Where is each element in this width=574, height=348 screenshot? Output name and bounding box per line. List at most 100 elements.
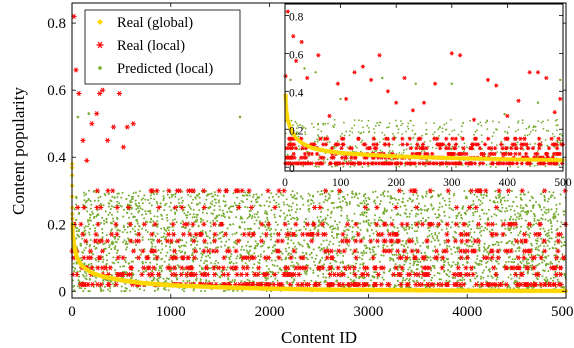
predicted-point	[484, 226, 487, 229]
predicted-point	[278, 206, 281, 208]
predicted-point	[456, 214, 459, 217]
predicted-point	[332, 236, 335, 239]
predicted-point	[105, 254, 108, 257]
predicted-point	[340, 214, 343, 217]
predicted-point	[387, 151, 390, 154]
predicted-point	[508, 205, 511, 208]
predicted-point	[332, 243, 335, 245]
predicted-point	[276, 265, 279, 268]
predicted-point	[505, 207, 508, 210]
predicted-point	[411, 227, 414, 230]
predicted-point	[327, 223, 330, 226]
predicted-point	[75, 197, 78, 200]
predicted-point	[107, 192, 110, 195]
predicted-point	[280, 228, 283, 231]
predicted-point	[306, 269, 309, 272]
predicted-point	[322, 218, 325, 221]
predicted-point	[499, 248, 502, 251]
predicted-point	[540, 208, 543, 211]
predicted-point	[397, 198, 400, 201]
predicted-point	[536, 264, 539, 267]
predicted-point	[253, 252, 256, 255]
real-local-point	[387, 248, 393, 254]
predicted-point	[488, 230, 491, 233]
predicted-point	[269, 238, 272, 241]
y-tick-label: 0.8	[47, 16, 66, 32]
predicted-point	[260, 193, 263, 196]
predicted-point	[290, 205, 293, 208]
predicted-point	[549, 262, 552, 265]
predicted-point	[130, 212, 133, 215]
predicted-point	[475, 262, 478, 265]
predicted-point	[420, 252, 423, 255]
predicted-point	[285, 198, 288, 201]
predicted-point	[312, 195, 315, 198]
predicted-point	[403, 259, 406, 262]
real-local-point	[322, 231, 328, 237]
predicted-point	[372, 232, 375, 235]
predicted-point	[327, 253, 330, 256]
predicted-point	[525, 258, 528, 261]
predicted-point	[222, 235, 225, 238]
predicted-point	[225, 268, 228, 271]
predicted-point	[449, 226, 452, 229]
predicted-point	[443, 264, 446, 267]
predicted-point	[478, 215, 481, 218]
predicted-point	[525, 205, 528, 208]
predicted-point	[323, 221, 326, 224]
predicted-point	[199, 259, 202, 262]
predicted-point	[530, 195, 533, 198]
predicted-point	[531, 197, 534, 200]
predicted-point	[493, 213, 496, 216]
real-local-point	[495, 248, 501, 254]
predicted-point	[541, 218, 544, 221]
predicted-point	[379, 200, 382, 203]
predicted-point	[124, 228, 126, 231]
predicted-point	[480, 259, 483, 262]
predicted-point	[312, 269, 315, 272]
predicted-point	[449, 119, 452, 121]
predicted-point	[73, 270, 76, 273]
predicted-point	[294, 257, 297, 260]
predicted-point	[152, 239, 155, 242]
predicted-point	[164, 204, 166, 207]
predicted-point	[401, 122, 404, 125]
real-local-point	[374, 238, 381, 244]
predicted-point	[529, 264, 532, 267]
predicted-point	[526, 213, 529, 216]
real-local-point	[352, 272, 358, 278]
predicted-point	[530, 268, 533, 271]
predicted-point	[283, 203, 286, 206]
predicted-point	[268, 229, 271, 232]
predicted-point	[348, 134, 351, 137]
predicted-point	[113, 206, 115, 208]
predicted-point	[417, 202, 420, 205]
predicted-point	[294, 211, 297, 214]
predicted-point	[480, 263, 483, 266]
predicted-point	[90, 219, 92, 222]
predicted-point	[330, 212, 333, 215]
predicted-point	[174, 192, 177, 195]
predicted-point	[146, 221, 149, 224]
predicted-point	[122, 208, 125, 211]
predicted-point	[361, 254, 364, 257]
predicted-point	[555, 207, 558, 210]
predicted-point	[413, 230, 416, 233]
predicted-point	[414, 243, 417, 245]
predicted-point	[447, 269, 450, 272]
predicted-point	[501, 280, 504, 283]
predicted-point	[483, 212, 486, 215]
predicted-point	[430, 279, 433, 282]
predicted-point	[174, 213, 177, 215]
predicted-point	[351, 196, 353, 199]
predicted-point	[522, 193, 525, 196]
predicted-point	[543, 199, 546, 202]
predicted-point	[495, 128, 497, 131]
predicted-point	[448, 193, 451, 195]
predicted-point	[522, 148, 525, 151]
predicted-point	[291, 261, 294, 264]
predicted-point	[427, 216, 430, 219]
predicted-point	[121, 191, 124, 194]
real-local-point	[244, 272, 250, 278]
predicted-point	[545, 264, 547, 267]
